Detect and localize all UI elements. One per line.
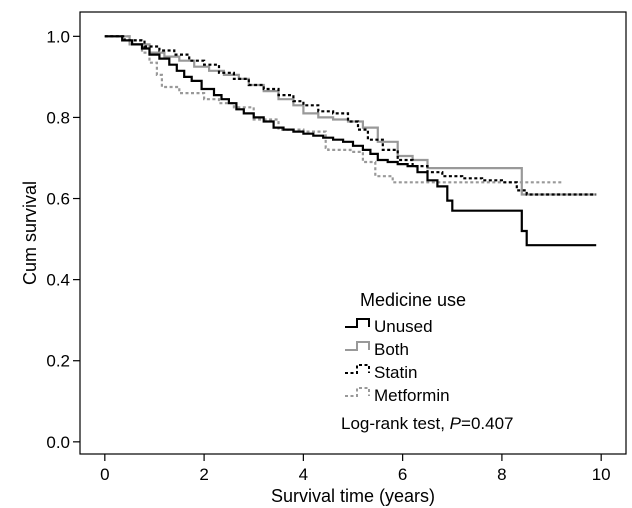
legend-swatch-unused — [345, 318, 370, 328]
series-layer — [104, 35, 597, 247]
logrank-annotation: Log-rank test, P=0.407 — [341, 414, 514, 433]
legend-swatch-metformin — [345, 387, 370, 397]
y-tick-label: 0.8 — [46, 108, 70, 127]
y-tick-label: 0.4 — [46, 271, 70, 290]
x-axis-title: Survival time (years) — [271, 486, 435, 506]
y-tick-label: 0.6 — [46, 190, 70, 209]
legend-label: Unused — [374, 317, 433, 336]
series-line-both — [104, 35, 597, 196]
x-tick-label: 6 — [398, 465, 407, 484]
plot-frame — [79, 11, 627, 455]
axes: 0 2 4 6 8 10 0.0 0.2 0.4 0.6 0.8 1.0 — [46, 27, 610, 484]
legend-title: Medicine use — [360, 290, 466, 310]
y-tick-label: 0.0 — [46, 433, 70, 452]
legend-swatch-statin — [345, 364, 370, 374]
x-tick-label: 10 — [592, 465, 611, 484]
x-tick-label: 2 — [199, 465, 208, 484]
logrank-p-symbol: P — [450, 414, 462, 433]
y-tick-label: 1.0 — [46, 27, 70, 46]
x-tick-label: 0 — [100, 465, 109, 484]
legend-label: Statin — [374, 363, 417, 382]
series-line-unused — [104, 35, 597, 247]
y-tick-label: 0.2 — [46, 352, 70, 371]
series-line-statin — [104, 35, 597, 196]
x-tick-label: 8 — [497, 465, 506, 484]
legend: Medicine use Unused Both Statin Metformin — [345, 290, 466, 405]
legend-swatch-both — [345, 341, 370, 351]
y-axis-title: Cum survival — [20, 181, 40, 285]
x-tick-label: 4 — [299, 465, 308, 484]
logrank-p-value: =0.407 — [461, 414, 513, 433]
legend-items: Unused Both Statin Metformin — [345, 317, 450, 405]
legend-label: Both — [374, 340, 409, 359]
logrank-prefix: Log-rank test, — [341, 414, 450, 433]
legend-label: Metformin — [374, 386, 450, 405]
series-line-metformin — [104, 35, 562, 184]
